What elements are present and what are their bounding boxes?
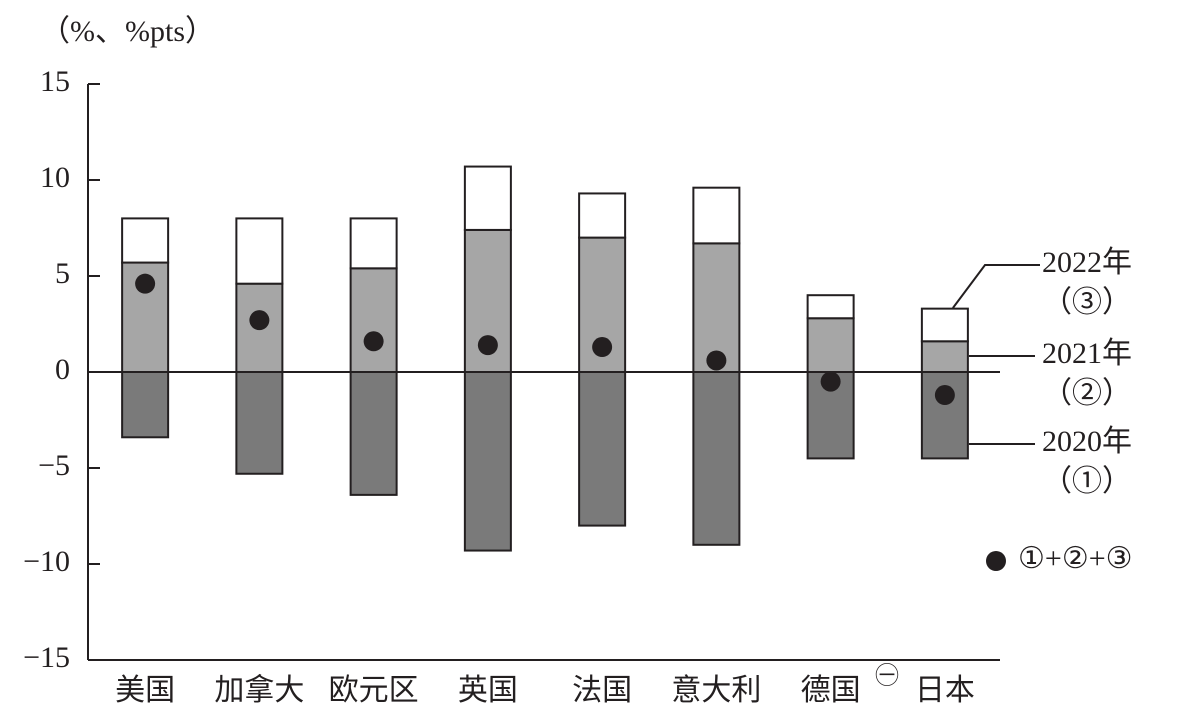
- bar-segment: [121, 371, 170, 439]
- y-tick-label: 15: [40, 65, 70, 98]
- total-dot: [363, 331, 384, 352]
- total-dot: [820, 371, 841, 392]
- legend-label: 2021年: [1042, 337, 1132, 370]
- legend-sublabel: （①）: [1042, 465, 1132, 498]
- bar-segment: [692, 186, 741, 245]
- bar-segment: [121, 217, 170, 264]
- x-tick-label: 法国: [572, 674, 632, 707]
- total-dot: [135, 273, 156, 294]
- total-dot: [592, 337, 613, 358]
- y-tick-label: −15: [23, 641, 70, 674]
- y-tick-label: −5: [38, 449, 70, 482]
- bar-segment: [806, 294, 855, 320]
- x-tick-label: 日本: [915, 674, 975, 707]
- total-dot: [934, 385, 955, 406]
- legend-label: ①+②+③: [1018, 542, 1133, 575]
- bar-segment: [235, 371, 284, 475]
- y-tick-label: −10: [23, 545, 70, 578]
- bar-segment: [578, 371, 627, 527]
- legend-sublabel: （②）: [1042, 377, 1132, 410]
- bar-segment: [920, 340, 969, 373]
- y-tick-label: 0: [55, 353, 70, 386]
- x-tick-label: 加拿大: [214, 674, 304, 707]
- y-axis-label: （%、%pts）: [40, 15, 215, 48]
- y-tick-label: 10: [40, 161, 70, 194]
- bar-segment: [806, 317, 855, 373]
- total-dot: [706, 350, 727, 371]
- bar-segment: [235, 217, 284, 285]
- bar-segment: [349, 267, 398, 374]
- x-tick-label: 英国: [458, 674, 518, 707]
- x-tick-label: 德国: [801, 674, 861, 707]
- x-tick-label: 欧元区: [329, 674, 419, 707]
- legend-label: 2022年: [1042, 246, 1132, 279]
- bar-segment: [578, 192, 627, 239]
- bar-segment: [463, 165, 512, 231]
- bar-segment: [349, 217, 398, 270]
- x-tick-label: 意大利: [671, 674, 761, 707]
- total-dot: [477, 335, 498, 356]
- bar-segment: [349, 371, 398, 496]
- legend-sublabel: （③）: [1042, 286, 1132, 319]
- bar-segment: [692, 371, 741, 546]
- bar-segment: [463, 371, 512, 552]
- legend-label: 2020年: [1042, 425, 1132, 458]
- callout-line: [952, 264, 1040, 309]
- bar-segment: [920, 371, 969, 460]
- x-tick-label: 美国: [115, 674, 175, 707]
- total-dot: [249, 310, 270, 331]
- bar-segment: [920, 307, 969, 343]
- footnote-marker: ㊀: [875, 663, 899, 690]
- legend-dot: [986, 551, 1006, 571]
- y-tick-label: 5: [55, 257, 70, 290]
